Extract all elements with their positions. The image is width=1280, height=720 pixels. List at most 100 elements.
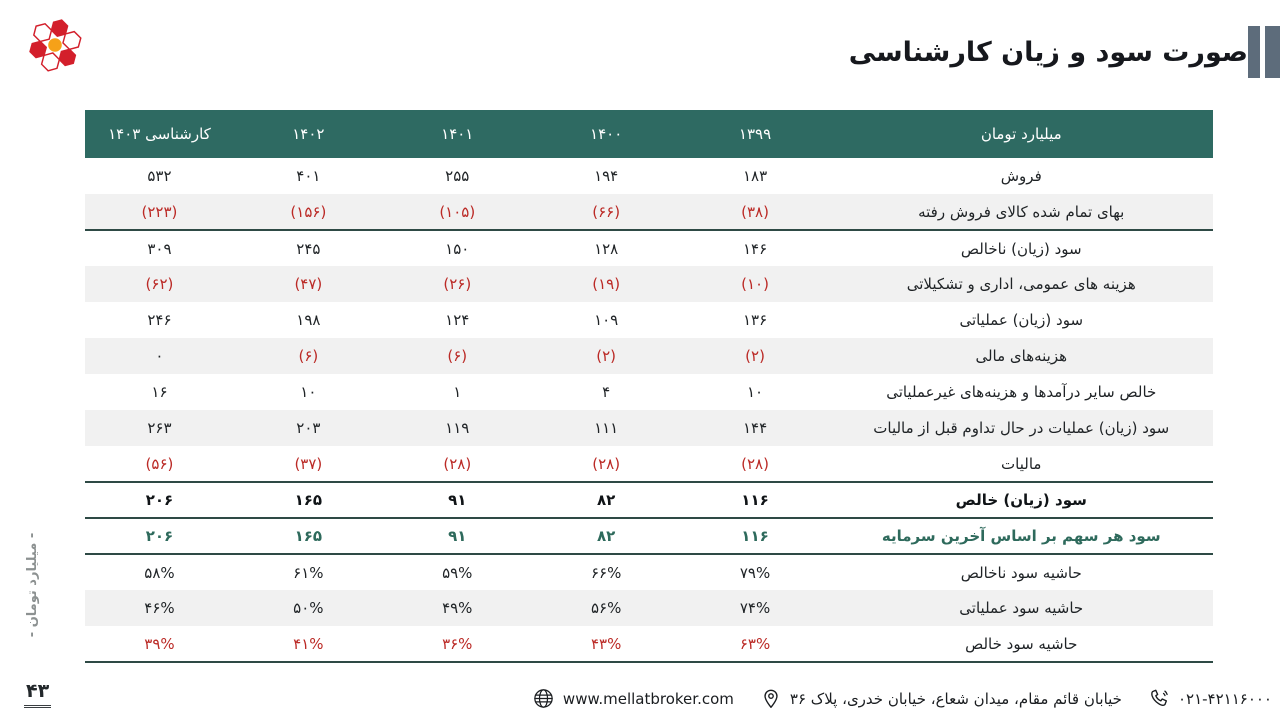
value-cell: ۱۱۶ bbox=[680, 482, 830, 519]
value-cell: ۱۸۳ bbox=[742, 167, 768, 185]
value-cell: ۵۶% bbox=[531, 590, 681, 626]
value-cell: ۱۴۴ bbox=[680, 410, 830, 446]
table-row: سود هر سهم بر اساس آخرین سرمایه ۱۱۶ ۸۲ ۹۱ ۱… bbox=[85, 518, 1213, 555]
value-cell: (۳۷) bbox=[233, 446, 383, 483]
row-label: حاشیه سود عملیاتی bbox=[829, 590, 1213, 626]
value-cell: ۱۱۱ bbox=[531, 410, 681, 446]
table-row: خالص سایر درآمدها و هزینه‌های غیرعملیاتی… bbox=[85, 374, 1213, 410]
value-cell: ۲۰۶ bbox=[85, 482, 234, 519]
row-label: حاشیه سود ناخالص bbox=[960, 563, 1082, 582]
title-accent-bars bbox=[1248, 26, 1280, 78]
value-cell: ۹۱ bbox=[382, 482, 532, 519]
footer: ۰۲۱-۴۲۱۱۶۰۰۰ خیابان قائم مقام، میدان شعا… bbox=[532, 687, 1272, 710]
row-label: هزینه‌های مالی bbox=[829, 338, 1213, 374]
table-row: حاشیه سود ناخالص ۷۹% ۶۶% ۵۹% ۶۱% ۵۸% bbox=[85, 554, 1213, 590]
table-row: حاشیه سود خالص ۶۳% ۴۳% ۳۶% ۴۱% ۳۹% bbox=[85, 626, 1213, 663]
company-logo bbox=[20, 12, 90, 82]
row-label: سود (زیان) خالص bbox=[829, 482, 1213, 519]
table-row: سود (زیان) عملیاتی ۱۳۶ ۱۰۹ ۱۲۴ ۱۹۸ ۲۴۶ bbox=[85, 302, 1213, 338]
column-header-1401: ۱۴۰۱ bbox=[382, 110, 532, 158]
value-cell: (۱۵۶) bbox=[233, 194, 383, 231]
phone-icon bbox=[1151, 689, 1168, 706]
pnl-table-container: میلیارد تومان ۱۳۹۹ ۱۴۰۰ ۱۴۰۱ ۱۴۰۲ کارشنا… bbox=[85, 110, 1213, 663]
value-cell: (۵۶) bbox=[85, 446, 234, 483]
value-cell: (۶۶) bbox=[531, 194, 681, 231]
column-header-1403-expert: کارشناسی ۱۴۰۳ bbox=[85, 110, 234, 158]
column-header-unit: میلیارد تومان bbox=[829, 110, 1213, 158]
value-cell: (۱۰۵) bbox=[382, 194, 532, 231]
value-cell: ۱۵۰ bbox=[445, 239, 470, 258]
value-cell: (۳۸) bbox=[680, 194, 830, 231]
table-row: هزینه‌های مالی (۲) (۲) (۶) (۶) ۰ bbox=[85, 338, 1213, 374]
value-cell: ۱۲۸ bbox=[594, 239, 619, 258]
footer-address: خیابان قائم مقام، میدان شعاع، خیابان خدر… bbox=[760, 688, 1122, 710]
value-cell: ۲۵۵ bbox=[445, 167, 470, 185]
page-header: صورت سود و زیان کارشناسی bbox=[837, 26, 1280, 78]
value-cell: ۴۱% bbox=[233, 626, 383, 663]
value-cell: (۴۷) bbox=[233, 266, 383, 302]
accent-bar bbox=[1248, 26, 1260, 78]
value-cell: (۲۸) bbox=[382, 446, 532, 483]
row-label: سود هر سهم بر اساس آخرین سرمایه bbox=[829, 518, 1213, 555]
value-cell: ۴۳% bbox=[531, 626, 681, 663]
value-cell: ۶۳% bbox=[680, 626, 830, 663]
value-cell: ۱ bbox=[453, 383, 462, 401]
value-cell: (۶) bbox=[382, 338, 532, 374]
table-row: سود (زیان) عملیات در حال تداوم قبل از ما… bbox=[85, 410, 1213, 446]
row-label: فروش bbox=[1000, 167, 1042, 185]
location-pin-icon bbox=[764, 689, 778, 708]
table-row: سود (زیان) ناخالص ۱۴۶ ۱۲۸ ۱۵۰ ۲۴۵ ۳۰۹ bbox=[85, 230, 1213, 266]
value-cell: ۱۰ bbox=[746, 383, 764, 401]
value-cell: (۲۸) bbox=[680, 446, 830, 483]
table-header-row: میلیارد تومان ۱۳۹۹ ۱۴۰۰ ۱۴۰۱ ۱۴۰۲ کارشنا… bbox=[85, 110, 1213, 158]
pnl-table: میلیارد تومان ۱۳۹۹ ۱۴۰۰ ۱۴۰۱ ۱۴۰۲ کارشنا… bbox=[85, 110, 1213, 663]
value-cell: ۱۱۶ bbox=[680, 518, 830, 555]
value-cell: ۴۰۱ bbox=[296, 167, 321, 185]
column-header-1400: ۱۴۰۰ bbox=[531, 110, 681, 158]
value-cell: ۷۴% bbox=[680, 590, 830, 626]
value-cell: ۱۱۹ bbox=[382, 410, 532, 446]
table-row: سود (زیان) خالص ۱۱۶ ۸۲ ۹۱ ۱۶۵ ۲۰۶ bbox=[85, 482, 1213, 519]
value-cell: ۱۹۴ bbox=[594, 167, 619, 185]
value-cell: ۳۶% bbox=[382, 626, 532, 663]
page-number: ۴۳ bbox=[24, 680, 52, 708]
value-cell: ۴۹% bbox=[382, 590, 532, 626]
accent-bar bbox=[1265, 26, 1280, 78]
row-label: حاشیه سود خالص bbox=[829, 626, 1213, 663]
value-cell: ۲۴۶ bbox=[147, 311, 172, 329]
address-text: خیابان قائم مقام، میدان شعاع، خیابان خدر… bbox=[789, 689, 1122, 708]
phone-number: ۰۲۱-۴۲۱۱۶۰۰۰ bbox=[1177, 689, 1272, 708]
value-cell: ۱۲۴ bbox=[445, 311, 470, 329]
value-cell: (۱۹) bbox=[531, 266, 681, 302]
value-cell: ۶۶% bbox=[590, 563, 622, 582]
value-cell: (۶) bbox=[233, 338, 383, 374]
table-row: فروش ۱۸۳ ۱۹۴ ۲۵۵ ۴۰۱ ۵۳۲ bbox=[85, 158, 1213, 194]
row-label: بهای تمام شده کالای فروش رفته bbox=[829, 194, 1213, 231]
value-cell: ۱۹۸ bbox=[296, 311, 321, 329]
value-cell: (۲۲۳) bbox=[85, 194, 234, 231]
column-header-1399: ۱۳۹۹ bbox=[680, 110, 830, 158]
value-cell: ۱۰ bbox=[300, 383, 317, 401]
row-label: سود (زیان) عملیاتی bbox=[959, 311, 1084, 329]
value-cell: ۵۸% bbox=[144, 563, 175, 582]
pinwheel-logo-icon bbox=[29, 19, 82, 72]
table-row: حاشیه سود عملیاتی ۷۴% ۵۶% ۴۹% ۵۰% ۴۶% bbox=[85, 590, 1213, 626]
value-cell: ۱۶ bbox=[151, 383, 168, 401]
footer-phone: ۰۲۱-۴۲۱۱۶۰۰۰ bbox=[1148, 688, 1272, 710]
value-cell: ۵۹% bbox=[442, 563, 473, 582]
value-cell: ۴۶% bbox=[85, 590, 234, 626]
table-row: مالیات (۲۸) (۲۸) (۲۸) (۳۷) (۵۶) bbox=[85, 446, 1213, 483]
footer-website: www.mellatbroker.com bbox=[532, 687, 734, 710]
value-cell: ۹۱ bbox=[382, 518, 532, 555]
value-cell: ۱۳۶ bbox=[742, 311, 768, 329]
value-cell: ۵۰% bbox=[233, 590, 383, 626]
row-label: هزینه های عمومی، اداری و تشکیلاتی bbox=[829, 266, 1213, 302]
value-cell: ۱۰۹ bbox=[594, 311, 619, 329]
row-label: خالص سایر درآمدها و هزینه‌های غیرعملیاتی bbox=[886, 383, 1157, 401]
value-cell: ۲۴۵ bbox=[296, 239, 321, 258]
website-url: www.mellatbroker.com bbox=[562, 689, 734, 708]
value-cell: ۵۳۲ bbox=[147, 167, 172, 185]
value-cell: ۶۱% bbox=[293, 563, 324, 582]
value-cell: ۷۹% bbox=[739, 563, 771, 582]
row-label: سود (زیان) ناخالص bbox=[960, 239, 1082, 258]
